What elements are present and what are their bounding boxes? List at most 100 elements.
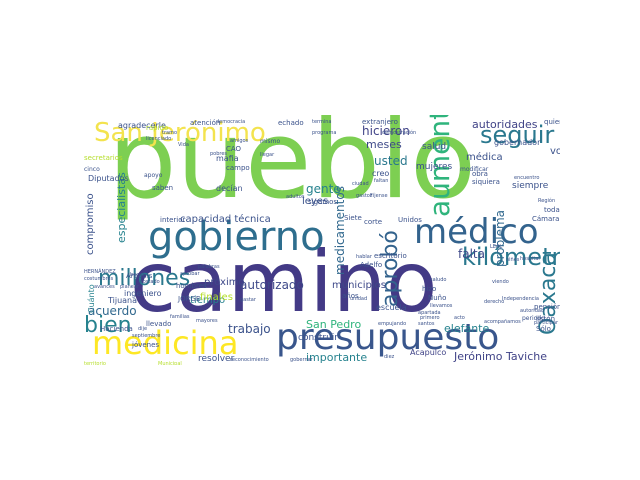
word-quiero: quiero <box>544 118 560 126</box>
word-leal: LEAL <box>490 244 503 250</box>
word-gobierno: gobierno <box>148 214 325 260</box>
word-llevado: llevado <box>146 320 172 328</box>
word-medica: médica <box>466 152 503 163</box>
word-usted: usted <box>374 154 408 168</box>
word-escuela: escuela <box>376 303 407 312</box>
word-leyes: leyes <box>302 196 329 207</box>
word-mujeres: mujeres <box>416 162 453 172</box>
word-hospital: hospital <box>520 256 540 262</box>
word-problema: problema <box>493 209 507 267</box>
word-bien: bien <box>84 313 132 338</box>
word-falta: falta <box>458 247 485 261</box>
word-region: Región <box>538 198 556 204</box>
word-creo: creo <box>372 169 390 178</box>
word-gobernador: gobernador <box>494 138 541 147</box>
word-kilometro: kilómetro <box>462 243 560 271</box>
word-sigamos: sigamos <box>308 198 338 206</box>
word-agradecerle: agradecerle <box>118 121 166 130</box>
word-san-pedro: San Pedro <box>306 318 362 331</box>
word-tiempo: tiempo <box>190 295 226 306</box>
word-aprobar: aprobar <box>180 271 200 277</box>
word-extranjero: extranjero <box>362 118 398 126</box>
word-autorizado: autorizado <box>240 278 304 292</box>
word-atencion: atención <box>190 119 221 127</box>
word-santos: santos <box>418 321 435 327</box>
word-corte: corte <box>364 218 383 226</box>
word-echado: echado <box>278 119 304 127</box>
word-avances: avances <box>94 284 115 290</box>
word-periodo: periodo <box>522 315 545 322</box>
word-seguir: seguir <box>480 121 555 149</box>
word-dije: dije <box>138 326 148 332</box>
word-gastos: gastos <box>356 193 373 199</box>
word-salud: salud <box>422 142 447 152</box>
word-gente: gente <box>306 182 341 196</box>
word-acuerdo: acuerdo <box>88 304 137 318</box>
word-mismo: mismo <box>260 138 281 145</box>
word-costado: costado <box>140 279 160 285</box>
word-demostracion: demostración <box>382 130 417 136</box>
word-planear: planear <box>120 284 139 290</box>
word-apartada: apartada <box>418 310 441 316</box>
word-proximo: próximo <box>204 277 245 288</box>
word-saben: saben <box>152 184 174 192</box>
word-importante: importante <box>306 351 368 364</box>
word-pueblo: pueblo <box>108 115 477 223</box>
word-modificar: modificar <box>460 166 489 173</box>
word-elefante: elefante <box>444 322 490 335</box>
word-obra: obra <box>472 170 488 178</box>
word-tijuana: Tijuana <box>108 296 138 305</box>
word-san-jeronimo: San Jerónimo <box>94 118 266 148</box>
word-pension: pensión <box>534 303 560 311</box>
word-faltan: faltan <box>374 178 389 184</box>
word-primero: primero <box>420 315 440 321</box>
word-acto: acto <box>454 315 465 321</box>
word-cinco: cinco <box>84 166 100 173</box>
word-licenciado: licenciado <box>146 136 172 142</box>
word-reconocimiento: reconocimiento <box>230 357 269 363</box>
word-democracia: democracia <box>216 119 246 125</box>
word-hombres: hombres <box>176 282 207 290</box>
word-palabras: palabras <box>198 264 220 270</box>
word-solo: Sólo <box>536 325 551 333</box>
word-diputados: Diputados <box>88 174 129 183</box>
word-derecho: derecho <box>484 299 505 305</box>
word-liston: listón <box>536 315 556 323</box>
word-costumbres: costumbres <box>84 276 114 282</box>
word-llevamos: llevamos <box>430 303 453 309</box>
word-compromiso: compromiso <box>85 193 96 255</box>
word-jovenes: jóvenes <box>132 341 160 349</box>
word-llegar: llegar <box>260 152 275 158</box>
word-autoridades: autoridades <box>472 118 538 131</box>
word-medicina: medicina <box>92 324 239 362</box>
word-tramo: tramo <box>162 130 178 136</box>
word-mayores: mayores <box>196 318 218 324</box>
word-hablar: hablar <box>356 254 372 260</box>
word-aprobo: aprobó <box>378 230 403 307</box>
word-presupuesto: presupuesto <box>276 317 500 358</box>
word-meses: meses <box>366 138 402 151</box>
word-becas: becas <box>130 272 145 278</box>
word-familias: familias <box>170 314 190 320</box>
word-medico: médico <box>414 212 539 252</box>
word-ciudad: ciudad <box>352 181 369 187</box>
word-programa: programa <box>312 130 337 136</box>
word-fijense: Fíjense <box>370 193 388 199</box>
word-cao: CAO <box>226 145 242 153</box>
word-independencia: Independencia <box>502 296 539 302</box>
word-vida: Vida <box>178 142 189 148</box>
word-hacienda: Hacienda <box>100 325 133 333</box>
word-termina: termina <box>312 119 332 125</box>
word-hizo: hizo <box>422 285 437 293</box>
word-escritorio: escritorio <box>374 252 407 260</box>
word-gastar: gastar <box>240 297 256 303</box>
word-campo: campo <box>226 164 250 172</box>
word-diez: diez <box>384 354 395 360</box>
word-siete: Siete <box>344 214 362 222</box>
word-jeronimo-taviche: Jerónimo Taviche <box>454 350 547 363</box>
word-viendo: viendo <box>492 279 509 285</box>
word-trabajo: trabajo <box>228 322 271 336</box>
word-jorge: JORGE <box>178 295 201 303</box>
word-autoridad: autoridad <box>520 308 545 314</box>
